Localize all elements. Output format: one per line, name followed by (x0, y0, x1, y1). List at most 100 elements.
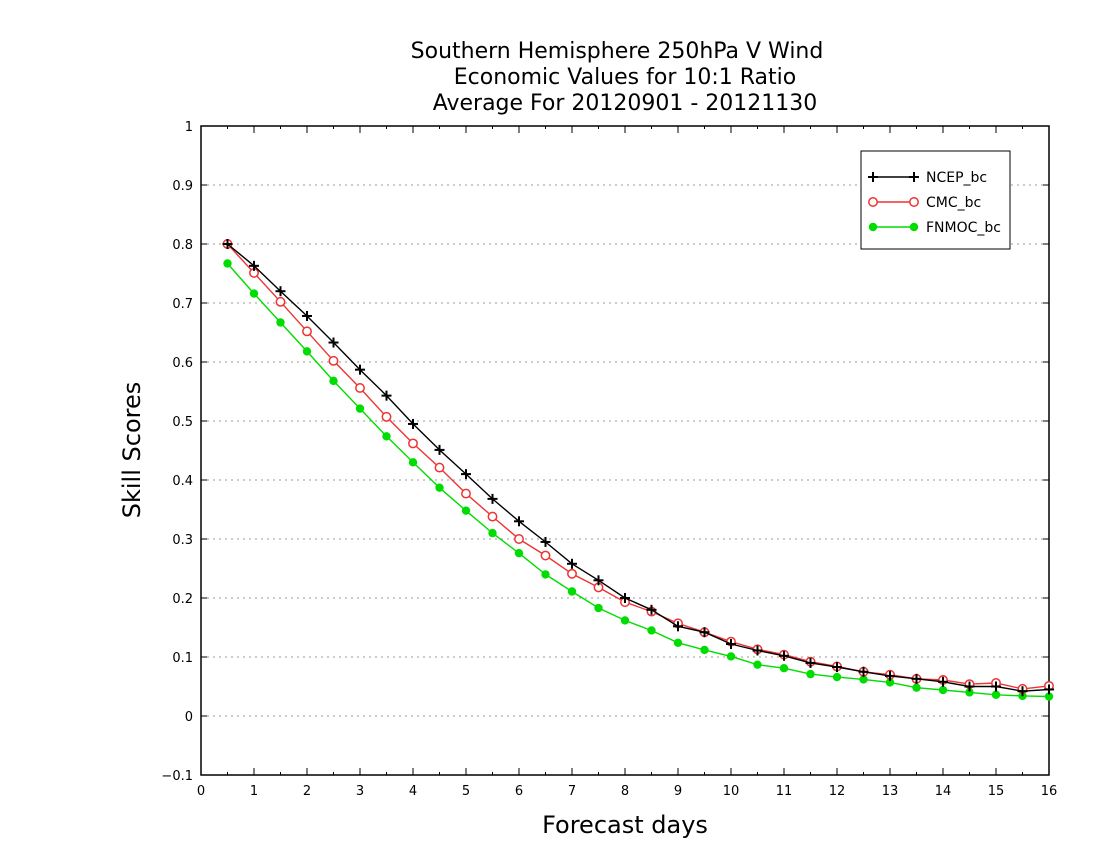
data-point-fnmoc-bc (249, 289, 259, 298)
data-point-fnmoc-bc (620, 616, 630, 625)
data-point-fnmoc-bc (859, 675, 868, 684)
title-line-1: Southern Hemisphere 250hPa V Wind (411, 39, 824, 64)
y-tick-label: 0.2 (172, 592, 193, 607)
legend-marker-ncep-bc (909, 172, 919, 182)
x-tick-label: 10 (723, 784, 740, 799)
x-tick-label: 16 (1041, 784, 1058, 799)
y-tick-label: 0.5 (172, 415, 193, 430)
y-axis-label: Skill Scores (118, 382, 146, 519)
y-tick-label: 0 (185, 710, 193, 725)
data-point-cmc-bc (487, 511, 498, 522)
data-point-fnmoc-bc (700, 645, 709, 655)
data-point-fnmoc-bc (567, 587, 577, 596)
data-point-fnmoc-bc (938, 685, 948, 695)
data-point-fnmoc-bc (329, 376, 338, 386)
x-tick-label: 9 (674, 784, 682, 799)
x-tick-label: 5 (462, 784, 470, 799)
legend-label-cmc-bc: CMC_bc (926, 195, 981, 211)
data-point-fnmoc-bc (991, 690, 1001, 699)
y-tick-label: 0.3 (172, 533, 193, 548)
y-tick-label: 0.9 (172, 179, 193, 194)
legend-label-ncep-bc: NCEP_bc (926, 170, 987, 186)
data-point-ncep-bc (964, 681, 975, 692)
data-point-fnmoc-bc (514, 548, 524, 558)
series-lines (222, 239, 1054, 701)
x-tick-label: 3 (356, 784, 364, 799)
data-point-cmc-bc (408, 438, 418, 449)
data-point-fnmoc-bc (885, 678, 895, 687)
data-point-ncep-bc (858, 666, 869, 677)
data-point-cmc-bc (275, 296, 286, 307)
data-point-cmc-bc (434, 462, 445, 473)
data-point-ncep-bc (1044, 684, 1054, 695)
y-tick-label: 0.6 (172, 356, 193, 371)
data-point-cmc-bc (540, 550, 551, 561)
data-point-fnmoc-bc (461, 506, 471, 515)
data-point-ncep-bc (328, 337, 339, 348)
x-axis-label: Forecast days (542, 811, 708, 839)
data-point-ncep-bc (779, 650, 789, 661)
data-point-ncep-bc (832, 662, 842, 673)
data-point-fnmoc-bc (647, 626, 656, 635)
series-line-fnmoc-bc (226, 263, 1050, 698)
series-fnmoc-bc (223, 259, 1054, 701)
title-line-3: Average For 20120901 - 20121130 (433, 91, 818, 116)
data-point-cmc-bc (514, 534, 524, 544)
data-point-ncep-bc (434, 444, 445, 455)
data-point-ncep-bc (275, 286, 286, 297)
legend-marker-fnmoc-bc (868, 222, 878, 232)
data-point-ncep-bc (461, 469, 471, 480)
data-point-ncep-bc (355, 364, 365, 375)
data-point-ncep-bc (249, 260, 259, 271)
data-point-ncep-bc (1017, 686, 1028, 697)
data-point-ncep-bc (726, 639, 736, 650)
data-point-ncep-bc (381, 390, 392, 401)
data-point-ncep-bc (646, 604, 657, 615)
data-point-fnmoc-bc (408, 458, 418, 467)
x-tick-label: 11 (776, 784, 793, 799)
title-line-2: Economic Values for 10:1 Ratio (454, 65, 796, 90)
y-tick-label: 1 (185, 120, 193, 135)
legend-entry-fnmoc-bc: FNMOC_bc (868, 220, 1001, 236)
x-tick-label: 7 (568, 784, 576, 799)
data-point-fnmoc-bc (832, 672, 842, 682)
data-point-ncep-bc (222, 239, 233, 249)
data-point-fnmoc-bc (488, 528, 497, 538)
x-tick-label: 2 (303, 784, 311, 799)
x-tick-label: 0 (197, 784, 205, 799)
data-point-ncep-bc (752, 645, 763, 656)
data-point-ncep-bc (487, 493, 498, 504)
y-tick-label: 0.7 (172, 297, 193, 312)
x-tick-label: 14 (935, 784, 952, 799)
data-point-ncep-bc (699, 627, 710, 638)
data-point-fnmoc-bc (435, 483, 444, 492)
x-tick-label: 12 (829, 784, 846, 799)
data-point-fnmoc-bc (965, 688, 974, 697)
data-point-ncep-bc (408, 418, 418, 429)
x-tick-label: 6 (515, 784, 523, 799)
data-point-cmc-bc (381, 411, 392, 422)
data-point-fnmoc-bc (912, 683, 921, 692)
data-point-fnmoc-bc (276, 318, 285, 327)
data-point-cmc-bc (328, 355, 339, 366)
data-point-ncep-bc (593, 575, 604, 586)
legend-marker-cmc-bc (868, 197, 878, 207)
series-line-ncep-bc (227, 243, 1050, 692)
legend-entry-ncep-bc: NCEP_bc (868, 170, 987, 186)
data-point-cmc-bc (567, 568, 577, 579)
series-ncep-bc (222, 239, 1054, 697)
data-point-ncep-bc (991, 681, 1001, 692)
data-point-cmc-bc (302, 326, 312, 337)
y-tick-label: 0.8 (172, 238, 193, 253)
data-point-fnmoc-bc (302, 347, 312, 356)
data-point-ncep-bc (673, 621, 683, 632)
chart-title: Southern Hemisphere 250hPa V Wind Econom… (411, 39, 824, 116)
legend-box (860, 150, 1011, 250)
axis-ticks: −0.100.10.20.30.40.50.60.70.80.910 1 2 3 4 5 6… (161, 120, 1057, 799)
data-point-fnmoc-bc (673, 638, 683, 648)
x-tick-label: 13 (882, 784, 899, 799)
data-point-ncep-bc (514, 516, 524, 527)
data-point-fnmoc-bc (1044, 692, 1054, 701)
x-tick-label: 15 (988, 784, 1005, 799)
